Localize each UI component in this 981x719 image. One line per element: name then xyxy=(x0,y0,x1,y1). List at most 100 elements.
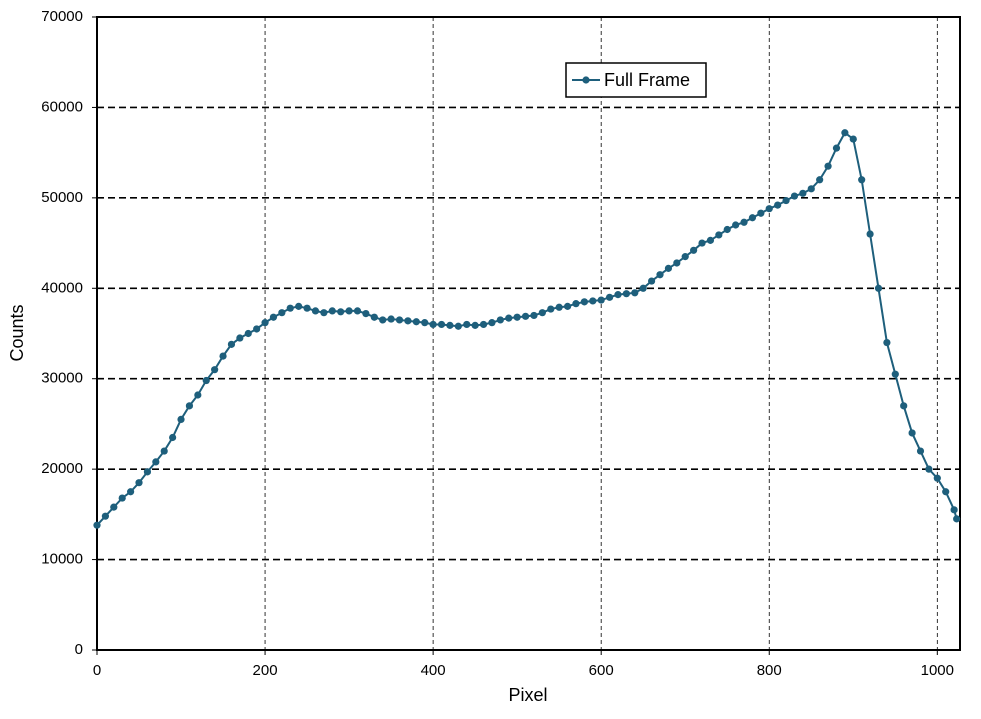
data-point xyxy=(118,494,126,502)
data-point xyxy=(832,144,841,152)
data-point xyxy=(345,307,353,315)
data-point xyxy=(942,488,950,496)
data-point xyxy=(496,316,504,324)
data-point xyxy=(286,304,294,312)
data-point xyxy=(337,308,345,316)
x-tick-label: 1000 xyxy=(921,662,954,679)
data-point xyxy=(563,302,572,310)
data-point xyxy=(664,264,673,272)
data-point xyxy=(597,296,605,304)
x-tick-label: 0 xyxy=(93,662,101,679)
data-point xyxy=(690,246,698,254)
data-point xyxy=(933,474,941,482)
data-point xyxy=(765,205,773,213)
data-point xyxy=(101,512,110,520)
data-point xyxy=(757,209,765,217)
y-tick-label: 20000 xyxy=(41,460,83,477)
data-point xyxy=(110,503,118,511)
y-tick-label: 30000 xyxy=(41,370,83,387)
data-point xyxy=(488,319,496,327)
data-point xyxy=(807,185,815,193)
data-point xyxy=(580,298,588,306)
data-point xyxy=(614,291,622,299)
data-point xyxy=(135,479,143,487)
data-point xyxy=(471,321,479,329)
data-point xyxy=(412,318,420,326)
data-point xyxy=(395,316,404,324)
data-point xyxy=(261,319,269,327)
data-point xyxy=(824,162,832,170)
y-tick-label: 70000 xyxy=(41,8,83,25)
legend-label: Full Frame xyxy=(604,70,690,90)
data-point xyxy=(799,189,807,197)
data-point xyxy=(194,391,202,399)
data-point xyxy=(723,225,731,234)
data-point xyxy=(236,334,244,342)
data-point xyxy=(353,307,362,315)
data-point xyxy=(648,277,656,285)
data-point xyxy=(547,305,555,313)
data-point xyxy=(127,488,135,496)
data-point xyxy=(421,319,429,327)
x-tick-label: 400 xyxy=(421,662,446,679)
data-point xyxy=(732,221,740,229)
data-point xyxy=(900,402,908,410)
series-line xyxy=(96,131,958,526)
data-point xyxy=(320,309,328,317)
data-point xyxy=(816,176,824,184)
data-point xyxy=(521,312,530,320)
data-point xyxy=(874,284,883,292)
data-point xyxy=(639,284,647,292)
data-point xyxy=(278,309,286,317)
data-point xyxy=(429,320,437,329)
data-point xyxy=(93,521,101,529)
data-point xyxy=(269,313,278,321)
data-point xyxy=(858,176,866,184)
legend-marker xyxy=(582,76,590,84)
data-point xyxy=(437,320,446,329)
y-tick-label: 40000 xyxy=(41,279,83,296)
data-point xyxy=(530,311,538,320)
data-point xyxy=(505,314,513,322)
data-point xyxy=(790,192,799,200)
data-point xyxy=(841,129,849,137)
data-point xyxy=(454,322,462,330)
data-point xyxy=(656,271,664,279)
data-point xyxy=(303,304,311,312)
data-point xyxy=(169,433,177,442)
y-tick-label: 0 xyxy=(75,641,83,658)
data-point xyxy=(211,366,219,374)
data-point xyxy=(950,506,958,514)
y-tick-label: 50000 xyxy=(41,189,83,206)
data-point xyxy=(681,253,689,261)
data-point xyxy=(891,370,899,378)
data-point xyxy=(715,231,723,239)
x-axis-label: Pixel xyxy=(508,685,547,705)
data-point xyxy=(143,468,152,476)
data-point xyxy=(774,201,782,209)
data-point xyxy=(479,320,488,329)
data-point xyxy=(379,316,387,324)
x-tick-label: 800 xyxy=(757,662,782,679)
data-point xyxy=(387,315,395,323)
data-point xyxy=(404,317,412,325)
data-point xyxy=(748,214,757,222)
data-point xyxy=(446,321,454,329)
data-point xyxy=(849,135,857,143)
data-point xyxy=(295,302,303,310)
data-point xyxy=(253,325,261,333)
data-point xyxy=(177,415,185,424)
data-point xyxy=(866,230,874,238)
plot-frame xyxy=(96,16,961,651)
data-point xyxy=(740,218,748,226)
data-point xyxy=(916,447,925,455)
data-point xyxy=(589,297,597,305)
data-point xyxy=(953,515,961,523)
data-point xyxy=(572,300,580,308)
data-point xyxy=(538,309,546,317)
x-tick-label: 200 xyxy=(253,662,278,679)
data-point xyxy=(152,458,160,466)
data-point xyxy=(513,313,521,321)
data-point xyxy=(631,289,639,297)
